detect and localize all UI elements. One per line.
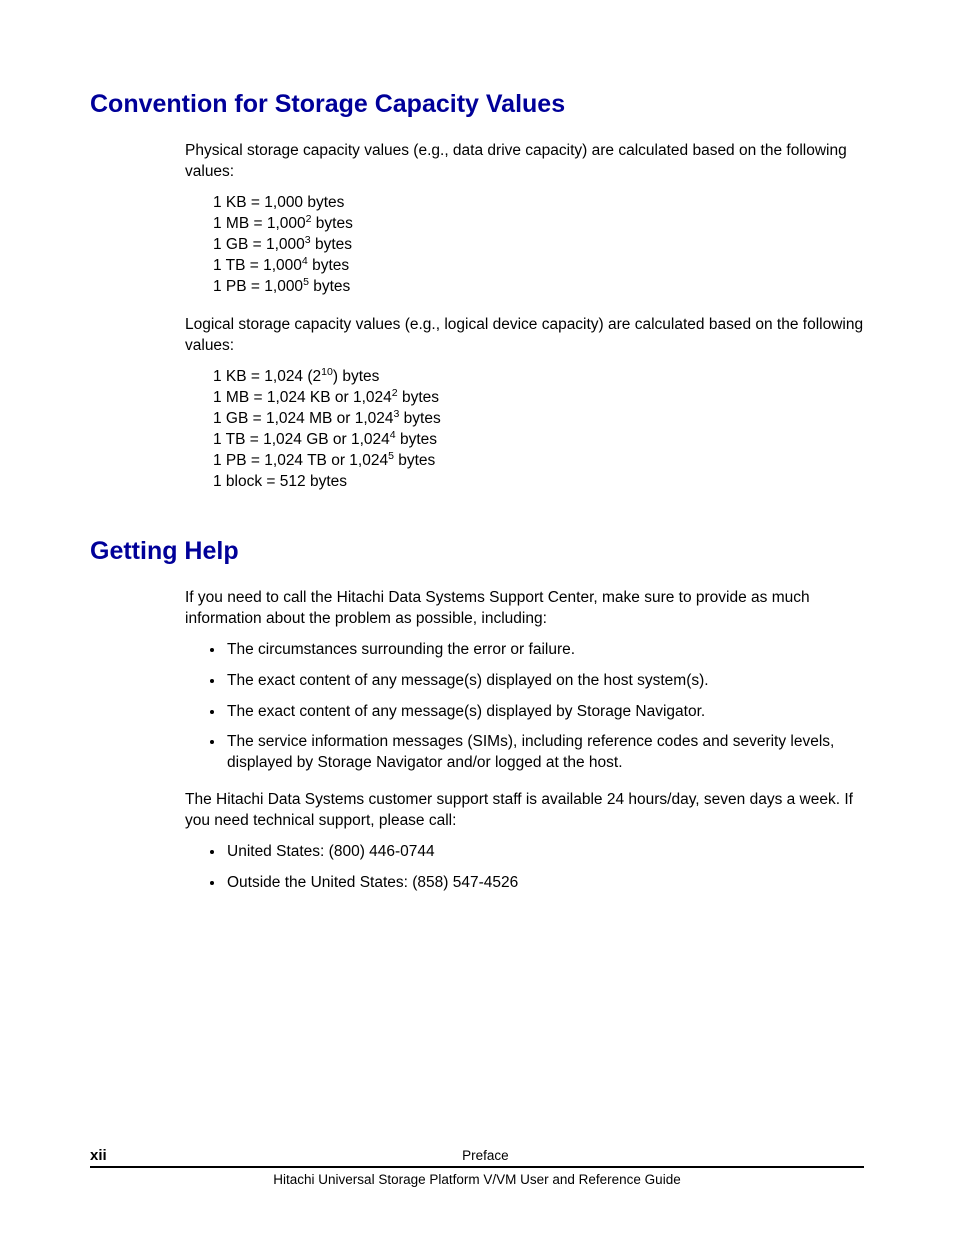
val-text: 1 KB = 1,024 (2	[213, 368, 321, 385]
logical-pb: 1 PB = 1,024 TB or 1,0245 bytes	[213, 451, 864, 472]
val-text: 1 KB = 1,000 bytes	[213, 194, 344, 211]
val-suffix: bytes	[308, 257, 349, 274]
footer-section-name: Preface	[107, 1148, 864, 1163]
section1-body: Physical storage capacity values (e.g., …	[185, 141, 864, 493]
logical-mb: 1 MB = 1,024 KB or 1,0242 bytes	[213, 388, 864, 409]
val-text: 1 MB = 1,024 KB or 1,024	[213, 389, 392, 406]
physical-values-list: 1 KB = 1,000 bytes 1 MB = 1,0002 bytes 1…	[213, 193, 864, 298]
physical-mb: 1 MB = 1,0002 bytes	[213, 214, 864, 235]
list-item: The exact content of any message(s) disp…	[225, 702, 864, 723]
val-text: 1 TB = 1,000	[213, 257, 302, 274]
help-intro: If you need to call the Hitachi Data Sys…	[185, 588, 864, 630]
list-item: United States: (800) 446-0744	[225, 842, 864, 863]
val-suffix: bytes	[399, 410, 440, 427]
val-suffix: bytes	[396, 431, 437, 448]
list-item: Outside the United States: (858) 547-452…	[225, 873, 864, 894]
logical-tb: 1 TB = 1,024 GB or 1,0244 bytes	[213, 430, 864, 451]
val-text: 1 GB = 1,024 MB or 1,024	[213, 410, 394, 427]
physical-kb: 1 KB = 1,000 bytes	[213, 193, 864, 214]
physical-intro: Physical storage capacity values (e.g., …	[185, 141, 864, 183]
list-item: The service information messages (SIMs),…	[225, 732, 864, 774]
val-text: 1 TB = 1,024 GB or 1,024	[213, 431, 390, 448]
logical-block: 1 block = 512 bytes	[213, 472, 864, 493]
val-suffix: bytes	[311, 236, 352, 253]
val-exp: 10	[321, 366, 333, 378]
physical-tb: 1 TB = 1,0004 bytes	[213, 256, 864, 277]
val-text: 1 GB = 1,000	[213, 236, 305, 253]
val-suffix: ) bytes	[333, 368, 380, 385]
heading-getting-help: Getting Help	[90, 537, 864, 566]
footer-doc-title: Hitachi Universal Storage Platform V/VM …	[90, 1172, 864, 1187]
help-bullets-2: United States: (800) 446-0744 Outside th…	[185, 842, 864, 894]
footer-row: xii Preface	[90, 1147, 864, 1168]
list-item: The circumstances surrounding the error …	[225, 640, 864, 661]
page-container: Convention for Storage Capacity Values P…	[0, 0, 954, 1235]
help-bullets-1: The circumstances surrounding the error …	[185, 640, 864, 775]
physical-pb: 1 PB = 1,0005 bytes	[213, 277, 864, 298]
val-suffix: bytes	[398, 389, 439, 406]
help-mid: The Hitachi Data Systems customer suppor…	[185, 790, 864, 832]
val-suffix: bytes	[309, 278, 350, 295]
val-text: 1 PB = 1,000	[213, 278, 303, 295]
page-number: xii	[90, 1147, 107, 1164]
val-text: 1 PB = 1,024 TB or 1,024	[213, 452, 388, 469]
logical-gb: 1 GB = 1,024 MB or 1,0243 bytes	[213, 409, 864, 430]
val-text: 1 MB = 1,000	[213, 215, 306, 232]
section2-body: If you need to call the Hitachi Data Sys…	[185, 588, 864, 894]
logical-kb: 1 KB = 1,024 (210) bytes	[213, 367, 864, 388]
logical-intro: Logical storage capacity values (e.g., l…	[185, 315, 864, 357]
heading-convention: Convention for Storage Capacity Values	[90, 90, 864, 119]
logical-values-list: 1 KB = 1,024 (210) bytes 1 MB = 1,024 KB…	[213, 367, 864, 493]
page-footer: xii Preface Hitachi Universal Storage Pl…	[90, 1147, 864, 1187]
list-item: The exact content of any message(s) disp…	[225, 671, 864, 692]
val-suffix: bytes	[394, 452, 435, 469]
physical-gb: 1 GB = 1,0003 bytes	[213, 235, 864, 256]
val-suffix: bytes	[312, 215, 353, 232]
